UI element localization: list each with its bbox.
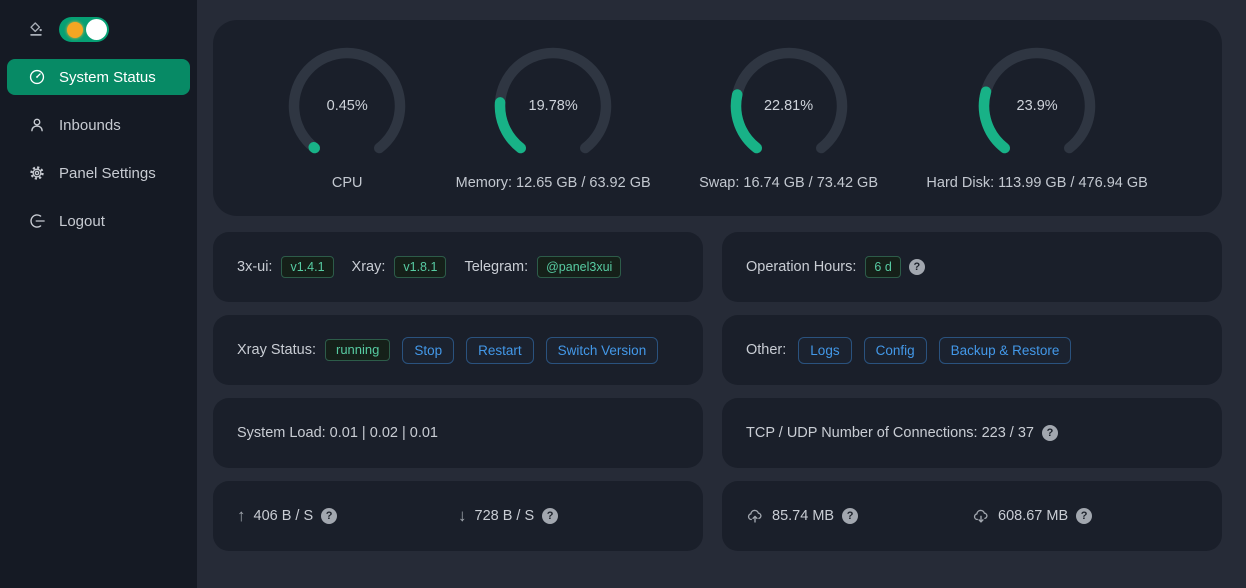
gauge-cpu-label: CPU xyxy=(331,174,363,191)
help-icon[interactable]: ? xyxy=(842,508,859,524)
connections-text: TCP / UDP Number of Connections: 223 / 3… xyxy=(746,425,1034,441)
telegram-label: Telegram: xyxy=(464,259,529,275)
total-download-value: 608.67 MB xyxy=(998,508,1069,524)
upload-speed: ↑ 406 B / S ? xyxy=(213,506,458,526)
upload-speed-value: 406 B / S xyxy=(253,508,314,524)
xray-running-tag: running xyxy=(324,339,391,361)
total-upload: 85.74 MB ? xyxy=(722,507,972,525)
gauge-hard-disk-percent: 23.9% xyxy=(1016,97,1058,114)
version-card: 3x-ui: v1.4.1 Xray: v1.8.1 Telegram: @panel3x… xyxy=(213,232,703,302)
telegram-field: Telegram: @panel3xui xyxy=(464,256,622,278)
cloud-upload-icon xyxy=(746,507,764,525)
help-icon[interactable]: ? xyxy=(1042,425,1058,441)
sidebar-item-inbounds[interactable]: Inbounds xyxy=(7,107,190,143)
help-icon[interactable]: ? xyxy=(1076,508,1093,524)
total-download: 608.67 MB ? xyxy=(972,507,1222,525)
gauge-swap: 22.81% Swap: 16.74 GB / 73.42 GB xyxy=(699,46,878,191)
theme-palette-icon xyxy=(27,20,46,39)
xray-actions: Stop Restart Switch Version xyxy=(390,336,659,364)
dashboard-icon xyxy=(28,68,46,86)
logs-button[interactable]: Logs xyxy=(798,336,852,364)
uptime-card: Operation Hours: 6 d ? xyxy=(722,232,1222,302)
config-button[interactable]: Config xyxy=(863,336,927,364)
gauge-hard-disk: 23.9% Hard Disk: 113.99 GB / 476.94 GB xyxy=(926,46,1148,191)
xray-status-card: Xray Status: running Stop Restart Switch V… xyxy=(213,315,703,385)
sidebar-item-label: Logout xyxy=(59,212,105,230)
gauge-memory-label: Memory: 12.65 GB / 63.92 GB xyxy=(455,174,651,191)
other-label: Other: xyxy=(746,342,787,358)
switch-version-button[interactable]: Switch Version xyxy=(545,336,659,364)
help-icon[interactable]: ? xyxy=(908,259,925,275)
xray-field: Xray: v1.8.1 xyxy=(352,256,447,278)
connections-card: TCP / UDP Number of Connections: 223 / 3… xyxy=(722,398,1222,468)
xray-status-label: Xray Status: xyxy=(237,342,316,358)
network-total-card: 85.74 MB ? 608.67 MB ? xyxy=(722,481,1222,551)
arrow-up-icon: ↑ xyxy=(237,506,246,525)
sidebar-item-label: Inbounds xyxy=(59,116,121,134)
user-icon xyxy=(28,116,46,134)
gauge-cpu-dial: 0.45% xyxy=(287,46,407,166)
download-speed: ↓ 728 B / S ? xyxy=(458,506,703,526)
uptime-label: Operation Hours: xyxy=(746,259,857,275)
backup-restore-button[interactable]: Backup & Restore xyxy=(938,336,1072,364)
download-speed-value: 728 B / S xyxy=(474,508,535,524)
system-load-text: System Load: 0.01 | 0.02 | 0.01 xyxy=(237,425,438,441)
gauge-memory: 19.78% Memory: 12.65 GB / 63.92 GB xyxy=(456,46,651,191)
gauge-swap-percent: 22.81% xyxy=(763,97,814,114)
other-card: Other: Logs Config Backup & Restore xyxy=(722,315,1222,385)
xray-tag: v1.8.1 xyxy=(394,256,447,278)
help-icon[interactable]: ? xyxy=(321,508,338,524)
sidebar-item-panel-settings[interactable]: Panel Settings xyxy=(7,155,190,191)
other-actions: Logs Config Backup & Restore xyxy=(786,336,1072,364)
sidebar-header xyxy=(0,0,197,42)
gauge-hard-disk-label: Hard Disk: 113.99 GB / 476.94 GB xyxy=(926,174,1148,191)
sidebar-item-logout[interactable]: Logout xyxy=(7,203,190,239)
dark-mode-toggle[interactable] xyxy=(59,17,109,42)
sidebar: System Status Inbounds Panel Settings Logou… xyxy=(0,0,197,588)
telegram-tag[interactable]: @panel3xui xyxy=(537,256,622,278)
total-upload-value: 85.74 MB xyxy=(772,508,835,524)
sidebar-item-label: System Status xyxy=(59,68,156,86)
restart-button[interactable]: Restart xyxy=(466,336,534,364)
main-content: 0.45% CPU 19.78% Memory: 12.65 GB / 63.9… xyxy=(197,0,1246,588)
gauge-memory-percent: 19.78% xyxy=(528,97,578,114)
gauge-cpu-percent: 0.45% xyxy=(326,97,368,114)
gauge-swap-label: Swap: 16.74 GB / 73.42 GB xyxy=(699,174,879,191)
3x-ui-field: 3x-ui: v1.4.1 xyxy=(237,256,334,278)
3x-ui-tag: v1.4.1 xyxy=(281,256,334,278)
status-card: 0.45% CPU 19.78% Memory: 12.65 GB / 63.9… xyxy=(213,20,1222,216)
3x-ui-label: 3x-ui: xyxy=(237,259,273,275)
gauge-cpu: 0.45% CPU xyxy=(287,46,407,191)
xray-label: Xray: xyxy=(351,259,386,275)
info-rows: 3x-ui: v1.4.1 Xray: v1.8.1 Telegram: @panel3x… xyxy=(213,232,1222,551)
help-icon[interactable]: ? xyxy=(542,508,559,524)
gauge-hard-disk-dial: 23.9% xyxy=(977,46,1097,166)
sun-icon xyxy=(67,21,83,38)
sidebar-menu: System Status Inbounds Panel Settings Logou… xyxy=(0,59,197,239)
gear-icon xyxy=(28,164,46,182)
stop-button[interactable]: Stop xyxy=(402,336,455,364)
sidebar-item-label: Panel Settings xyxy=(59,164,156,182)
uptime-tag: 6 d xyxy=(865,256,901,278)
logout-icon xyxy=(28,212,46,230)
system-load-card: System Load: 0.01 | 0.02 | 0.01 xyxy=(213,398,703,468)
cloud-download-icon xyxy=(972,507,990,525)
gauge-memory-dial: 19.78% xyxy=(493,46,613,166)
gauge-swap-dial: 22.81% xyxy=(729,46,849,166)
network-speed-card: ↑ 406 B / S ? ↓ 728 B / S ? xyxy=(213,481,703,551)
arrow-down-icon: ↓ xyxy=(458,506,467,525)
sidebar-item-system-status[interactable]: System Status xyxy=(7,59,190,95)
toggle-knob xyxy=(86,19,107,40)
